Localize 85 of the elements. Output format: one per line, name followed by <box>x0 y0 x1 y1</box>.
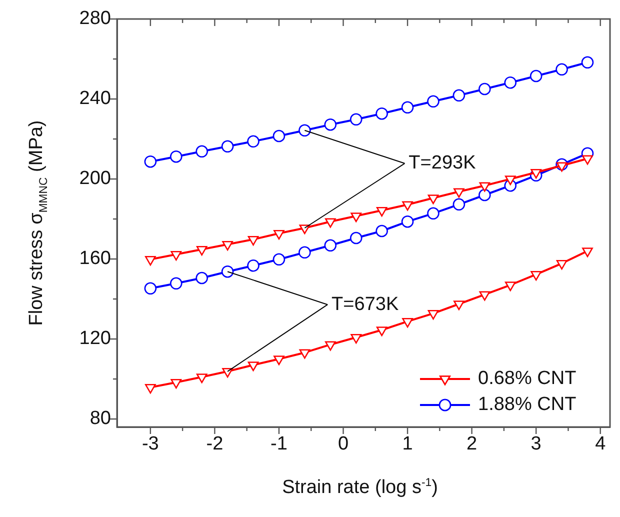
point <box>402 318 413 328</box>
legend-label: 1.88% CNT <box>478 394 577 416</box>
point <box>376 326 388 336</box>
point <box>324 118 337 131</box>
point <box>196 145 208 158</box>
point <box>556 162 568 172</box>
point <box>530 70 542 82</box>
point <box>504 282 516 292</box>
point <box>452 198 466 211</box>
point <box>144 282 157 295</box>
point <box>299 349 310 359</box>
point <box>272 253 286 266</box>
point <box>222 241 233 251</box>
x-axis-title: Strain rate (log s$^{-1}$) <box>282 476 438 500</box>
annotation: T=293K <box>408 152 476 174</box>
point <box>530 169 542 179</box>
point <box>221 265 234 278</box>
point <box>196 246 208 256</box>
point <box>401 101 414 114</box>
point <box>478 82 491 96</box>
point <box>428 194 439 204</box>
point <box>196 272 208 284</box>
point <box>247 259 260 272</box>
point <box>452 89 466 102</box>
point <box>556 260 568 270</box>
x-tick-label: 3 <box>530 434 542 455</box>
point <box>556 63 568 76</box>
x-tick-label: 0 <box>338 434 349 455</box>
point <box>581 56 594 69</box>
point <box>350 232 362 244</box>
y-tick-label: 280 <box>79 8 111 30</box>
point <box>401 215 414 228</box>
point <box>324 239 337 252</box>
point <box>170 251 182 261</box>
point <box>298 246 311 259</box>
point <box>196 374 208 384</box>
point <box>350 334 362 344</box>
point <box>350 212 362 222</box>
point <box>479 291 490 301</box>
point <box>428 310 439 320</box>
point <box>298 124 311 137</box>
point <box>248 236 259 246</box>
x-tick-label: -1 <box>270 434 288 455</box>
point <box>324 218 336 228</box>
point <box>504 76 517 89</box>
point <box>454 188 464 198</box>
point <box>248 362 259 372</box>
y-tick-label: 240 <box>79 88 111 110</box>
point <box>402 201 413 211</box>
y-tick-label: 200 <box>79 168 111 190</box>
point <box>530 271 542 281</box>
point <box>324 341 336 351</box>
point <box>274 356 284 366</box>
point <box>504 176 516 186</box>
point <box>582 155 593 165</box>
point <box>478 188 491 202</box>
legend-label: 0.68% CNT <box>478 368 577 390</box>
point <box>427 95 440 108</box>
point <box>376 107 388 120</box>
point <box>376 224 388 238</box>
point <box>145 384 156 394</box>
point <box>350 113 362 126</box>
point <box>454 300 464 310</box>
x-tick-label: 4 <box>595 434 606 455</box>
point <box>144 155 157 168</box>
x-tick-label: 1 <box>402 434 413 455</box>
y-tick-label: 160 <box>79 248 111 270</box>
y-tick-label: 120 <box>79 328 111 350</box>
y-tick-label: 80 <box>90 408 111 430</box>
x-tick-label: 2 <box>466 434 478 455</box>
point <box>145 256 156 266</box>
point <box>170 379 182 389</box>
annotation: T=673K <box>332 294 399 315</box>
point <box>376 207 388 217</box>
point <box>170 277 182 290</box>
point <box>247 135 260 148</box>
point <box>479 182 490 192</box>
point <box>272 130 286 142</box>
point <box>170 150 182 163</box>
x-tick-label: -3 <box>142 434 159 455</box>
point <box>221 140 234 153</box>
point <box>582 248 593 258</box>
x-tick-label: -2 <box>206 434 224 455</box>
point <box>274 230 284 240</box>
point <box>427 207 440 220</box>
